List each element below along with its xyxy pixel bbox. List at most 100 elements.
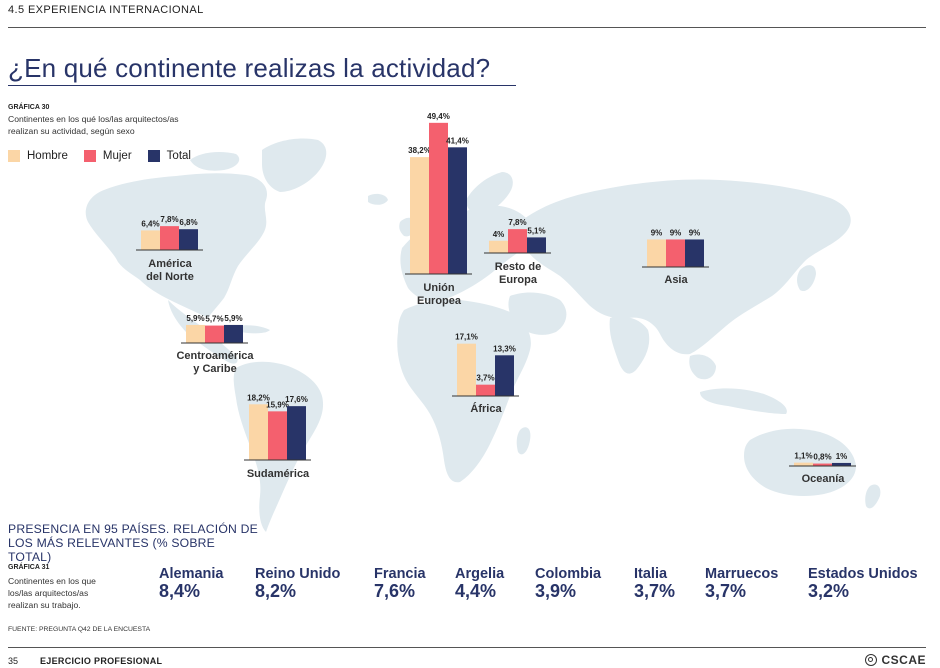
map-iceland (368, 193, 388, 205)
data-label: 0,8% (813, 453, 831, 462)
bar-group: 6,4% 7,8% 6,8% América del Norte (136, 215, 203, 283)
bar (249, 404, 268, 460)
map-south-america (233, 361, 324, 532)
data-label: 7,8% (160, 215, 178, 224)
data-label: 41,4% (446, 136, 469, 145)
map-greenland (262, 138, 327, 192)
map-asia (518, 179, 851, 355)
data-label: 6,8% (179, 218, 197, 227)
bar (205, 325, 224, 343)
country-value: 8,4% (159, 581, 201, 601)
bar (179, 229, 198, 250)
page-number: 35 (8, 656, 19, 666)
bar (666, 239, 685, 267)
bar (832, 462, 851, 466)
country-name: Colombia (535, 566, 602, 582)
country-item: Alemania 8,4% (159, 567, 223, 601)
country-item: Italia 3,7% (634, 567, 675, 601)
legend-item-total: Total (147, 150, 191, 162)
country-item: Reino Unido 8,2% (255, 567, 340, 601)
data-label: 38,2% (408, 146, 431, 155)
map-europe (400, 205, 533, 302)
country-item: Marruecos 3,7% (705, 567, 778, 601)
data-label: 9% (689, 228, 701, 237)
country-name: Argelia (455, 566, 505, 582)
bar (476, 384, 495, 396)
map-india (609, 316, 650, 374)
country-name: Estados Unidos (808, 566, 918, 582)
country-item: Colombia 3,9% (535, 567, 601, 601)
bar (685, 239, 704, 267)
data-label: 9% (651, 228, 663, 237)
legend-item-mujer: Mujer (83, 150, 132, 162)
bottom-divider (8, 647, 926, 648)
map-new-zealand (865, 484, 881, 509)
data-label: 6,4% (141, 219, 159, 228)
legend-swatch-mujer (83, 150, 96, 162)
bar-groups: 6,4% 7,8% 6,8%América del Norte38,2%49,4%41… (136, 112, 856, 485)
title-underline (8, 85, 516, 86)
country-name: Marruecos (705, 566, 779, 582)
map-africa (397, 299, 531, 483)
region-label: Asia (664, 274, 688, 286)
cscae-logo: CSCAE (865, 653, 926, 667)
data-label: 9% (670, 228, 682, 237)
region-label: Resto de Europa (495, 261, 541, 286)
country-name: Italia (634, 566, 668, 582)
legend-swatch-total (147, 150, 160, 162)
bar (160, 226, 179, 250)
bar (495, 355, 514, 396)
chart31-description: Continentes en los que los/las arquitect… (8, 576, 96, 610)
map-japan (797, 265, 816, 292)
map-uk (399, 217, 416, 237)
data-label: 7,8% (508, 218, 526, 227)
data-label: 17,6% (285, 395, 308, 404)
data-label: 18,2% (247, 393, 270, 402)
legend-item-hombre: Hombre (8, 150, 68, 162)
map-caribbean (238, 325, 270, 334)
region-label: Unión Europea (417, 282, 462, 307)
data-label: 1,1% (794, 452, 812, 461)
data-label: 4% (493, 230, 505, 239)
presence-title: PRESENCIA EN 95 PAÍSES. RELACIÓN DE LOS … (8, 522, 258, 564)
bar (794, 462, 813, 466)
country-name: Alemania (159, 566, 224, 582)
bar (224, 324, 243, 343)
bar (813, 463, 832, 466)
data-label: 5,7% (205, 315, 223, 324)
chart31-label: GRÁFICA 31 (8, 564, 50, 571)
legend-swatch-hombre (8, 150, 20, 162)
bar-group: 5,9% 5,7% 5,9% Centroamérica y Caribe (176, 314, 254, 375)
legend-label-hombre: Hombre (27, 150, 68, 162)
country-item: Argelia 4,4% (455, 567, 504, 601)
logo-text: CSCAE (881, 653, 926, 667)
region-label: Centroamérica y Caribe (176, 350, 254, 375)
country-name: Reino Unido (255, 566, 341, 582)
region-label: América del Norte (146, 258, 194, 283)
country-value: 7,6% (374, 581, 416, 601)
country-name: Francia (374, 566, 426, 582)
data-label: 1% (836, 452, 848, 461)
region-label: África (470, 402, 502, 415)
top-divider (8, 27, 926, 28)
map-north-america (85, 173, 268, 318)
country-value: 8,2% (255, 581, 297, 601)
bar-group: 1,1% 0,8% 1% Oceanía (789, 452, 856, 485)
countries-list: Alemania 8,4% Reino Unido 8,2% Francia 7… (0, 567, 940, 607)
data-label: 5,1% (527, 226, 545, 235)
bar-group: 38,2% 49,4% 41,4% Unión Europea (405, 112, 472, 307)
data-label: 49,4% (427, 112, 450, 121)
country-item: Francia 7,6% (374, 567, 426, 601)
section-title: 4.5 EXPERIENCIA INTERNACIONAL (8, 4, 204, 16)
country-value: 3,9% (535, 581, 577, 601)
country-value: 3,7% (705, 581, 747, 601)
bar (186, 324, 205, 343)
page-title: ¿En qué continente realizas la actividad… (8, 53, 491, 83)
bar (457, 343, 476, 396)
bar (410, 157, 429, 274)
world-map (85, 138, 881, 532)
legend-label-mujer: Mujer (102, 150, 132, 162)
bar-group: 9% 9% 9% Asia (642, 228, 709, 286)
chart30-label: GRÁFICA 30 (8, 104, 50, 111)
map-indonesia (700, 388, 787, 414)
